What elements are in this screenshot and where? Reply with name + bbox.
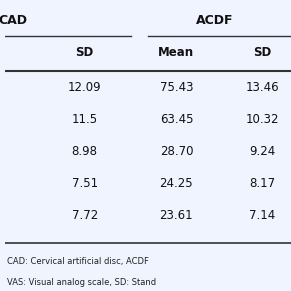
- Text: 75.43: 75.43: [160, 81, 193, 94]
- Text: CAD: CAD: [0, 14, 28, 27]
- Text: Mean: Mean: [158, 46, 194, 59]
- Text: CAD: Cervical artificial disc, ACDF: CAD: Cervical artificial disc, ACDF: [7, 258, 149, 266]
- Text: ACDF: ACDF: [196, 14, 234, 27]
- Text: 28.70: 28.70: [160, 145, 193, 158]
- Text: 12.09: 12.09: [68, 81, 102, 94]
- Text: 9.24: 9.24: [249, 145, 276, 158]
- Text: 7.72: 7.72: [72, 209, 98, 222]
- Text: 23.61: 23.61: [159, 209, 193, 222]
- Text: 63.45: 63.45: [160, 113, 193, 126]
- Text: VAS: Visual analog scale, SD: Stand: VAS: Visual analog scale, SD: Stand: [7, 278, 157, 287]
- Text: 7.14: 7.14: [249, 209, 276, 222]
- Text: SD: SD: [76, 46, 94, 59]
- Text: 24.25: 24.25: [159, 177, 193, 190]
- Text: 8.17: 8.17: [249, 177, 275, 190]
- Text: 7.51: 7.51: [72, 177, 98, 190]
- Text: 10.32: 10.32: [246, 113, 279, 126]
- Text: 8.98: 8.98: [72, 145, 98, 158]
- Text: 11.5: 11.5: [72, 113, 98, 126]
- Text: SD: SD: [253, 46, 272, 59]
- Text: 13.46: 13.46: [246, 81, 279, 94]
